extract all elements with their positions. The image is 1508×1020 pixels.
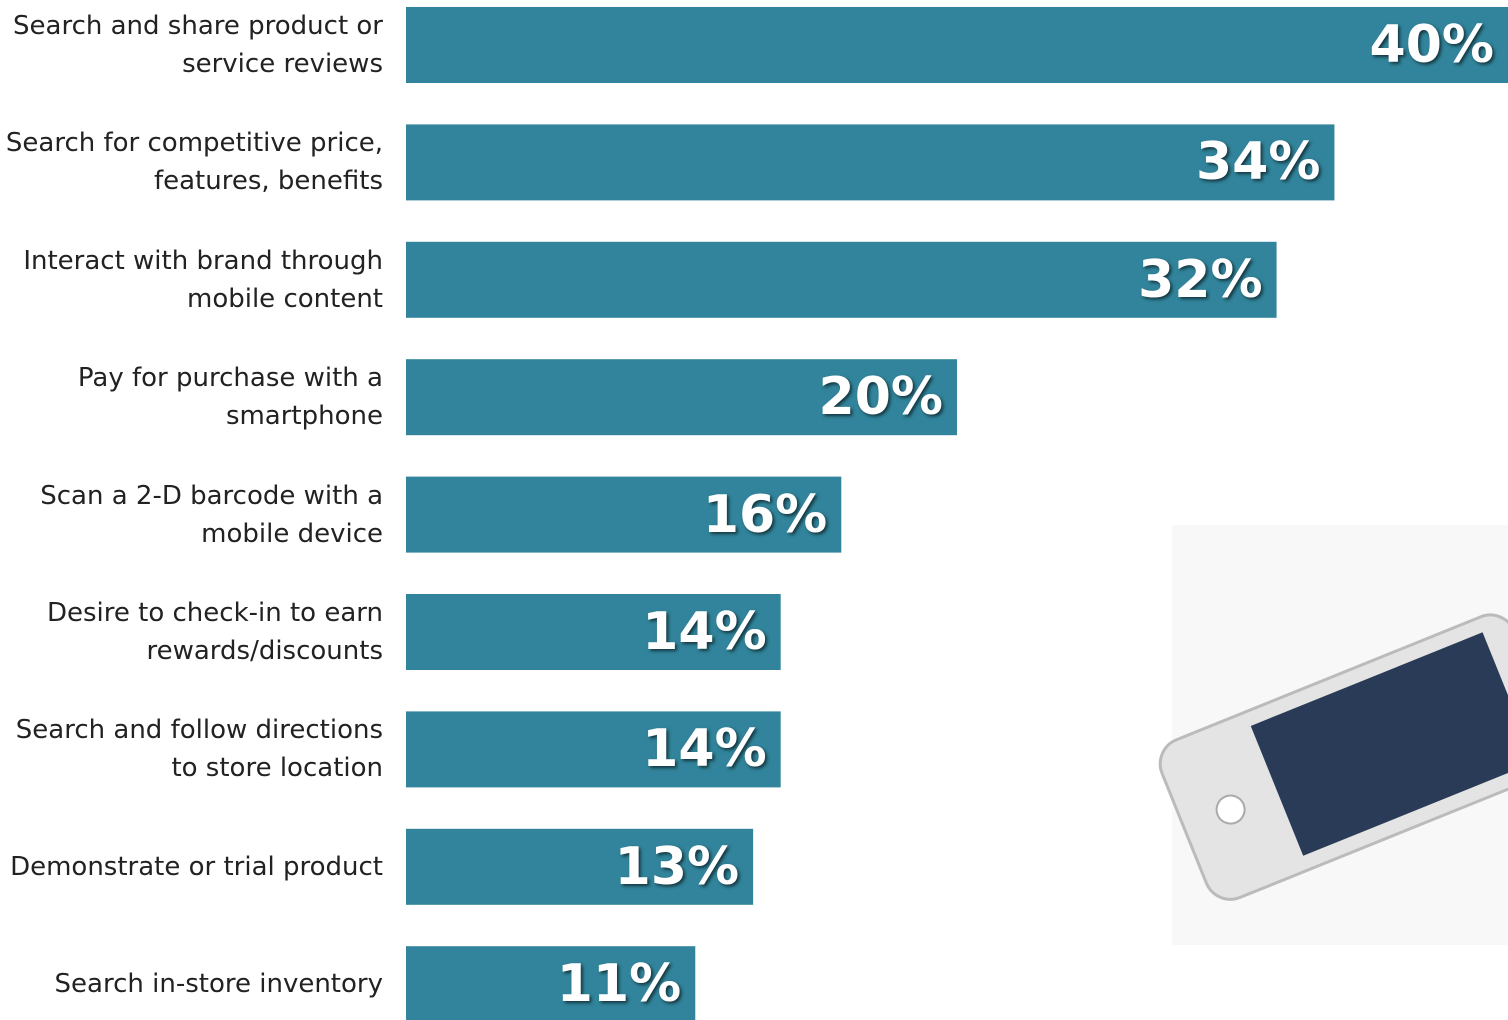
category-label: Scan a 2-D barcode with a mobile device: [0, 477, 383, 553]
category-label: Desire to check-in to earn rewards/disco…: [0, 594, 383, 670]
value-label: 20%: [819, 367, 943, 427]
value-label: 16%: [703, 485, 827, 545]
category-label: Interact with brand through mobile conte…: [0, 242, 383, 318]
category-label: Demonstrate or trial product: [0, 848, 383, 886]
value-label: 14%: [642, 602, 766, 662]
value-label: 34%: [1196, 132, 1320, 192]
category-label: Search in-store inventory: [0, 965, 383, 1003]
bar: [406, 7, 1508, 83]
value-label: 13%: [615, 837, 739, 897]
value-label: 32%: [1138, 250, 1262, 310]
value-label: 14%: [642, 719, 766, 779]
chart: Search and share product or service revi…: [0, 0, 1508, 1020]
category-label: Search and follow directions to store lo…: [0, 711, 383, 787]
category-label: Search and share product or service revi…: [0, 7, 383, 83]
category-label: Search for competitive price, features, …: [0, 124, 383, 200]
phone-illustration: [1152, 525, 1508, 945]
value-label: 40%: [1370, 15, 1494, 75]
category-label: Pay for purchase with a smartphone: [0, 359, 383, 435]
value-label: 11%: [557, 954, 681, 1014]
